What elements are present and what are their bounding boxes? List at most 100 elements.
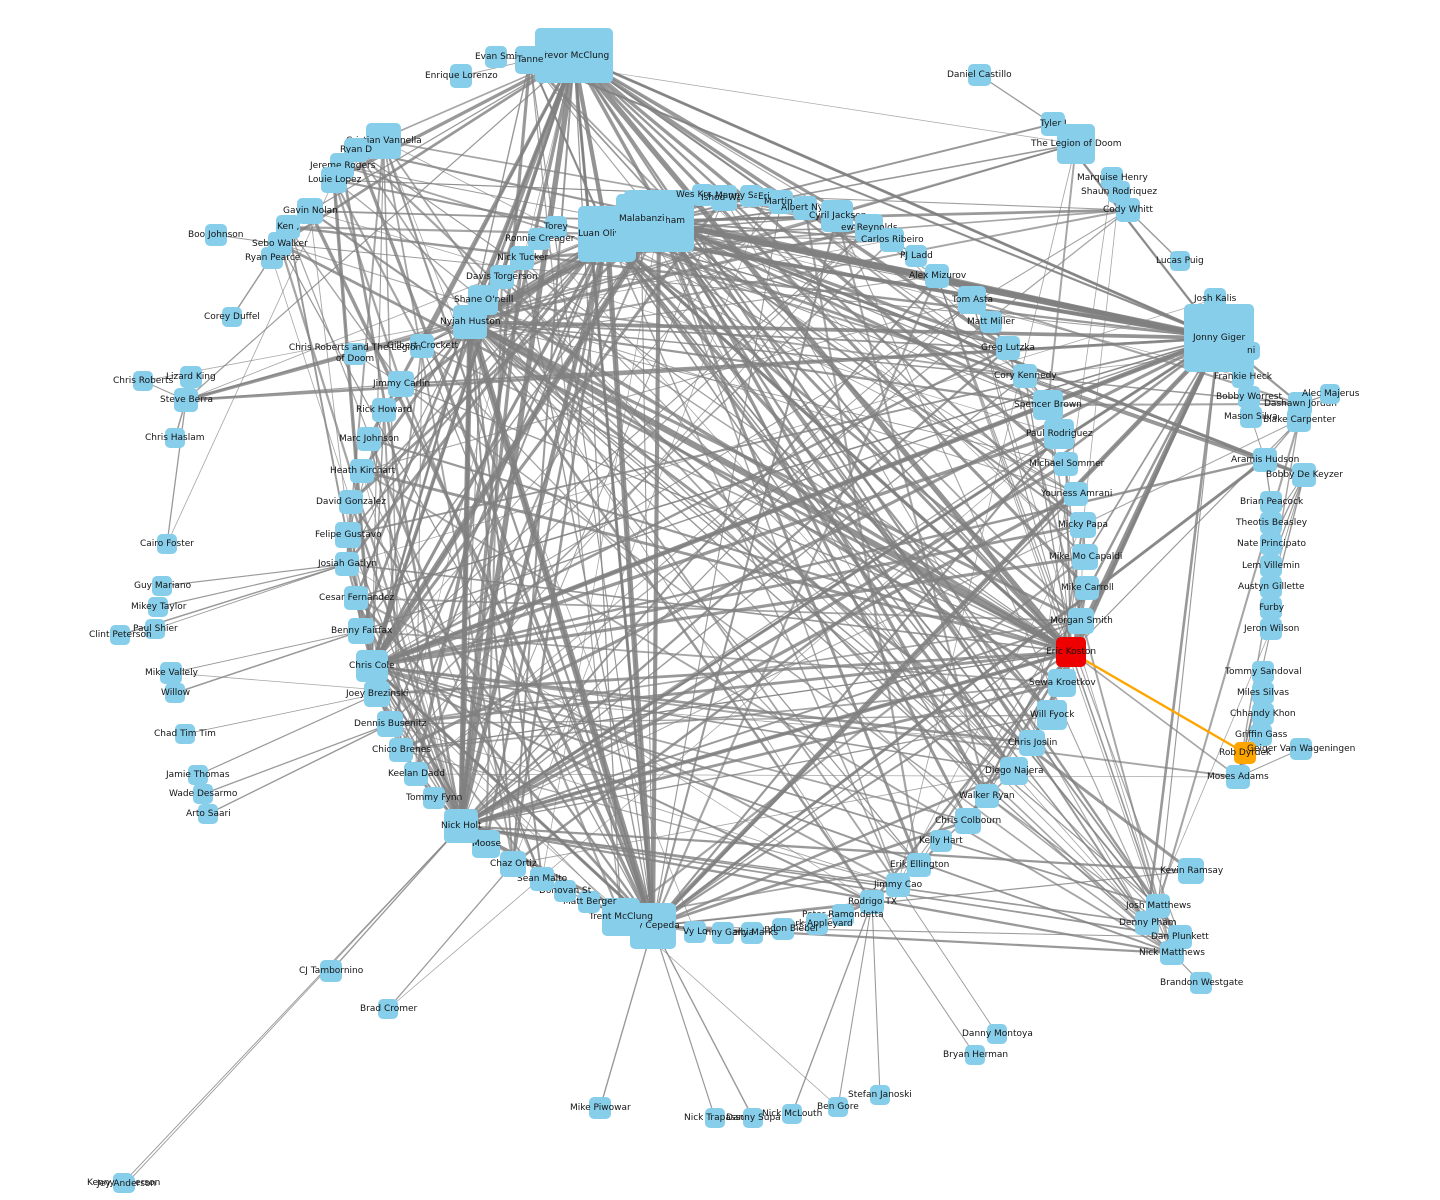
graph-node[interactable] <box>261 247 283 269</box>
graph-node[interactable] <box>1252 682 1274 704</box>
graph-node[interactable] <box>175 724 195 744</box>
graph-node[interactable] <box>711 185 737 211</box>
graph-node[interactable] <box>1054 452 1078 476</box>
graph-node[interactable] <box>1226 765 1250 789</box>
graph-node[interactable] <box>1292 463 1316 487</box>
graph-node[interactable] <box>965 1045 985 1065</box>
graph-node[interactable] <box>321 167 347 193</box>
graph-node[interactable] <box>578 891 600 913</box>
graph-node[interactable] <box>980 311 1002 333</box>
graph-node[interactable] <box>955 808 981 834</box>
graph-node[interactable] <box>366 123 401 159</box>
graph-node[interactable] <box>453 305 487 339</box>
graph-node[interactable] <box>1048 669 1076 697</box>
graph-node[interactable] <box>339 490 363 514</box>
graph-node[interactable] <box>450 64 472 88</box>
graph-node[interactable] <box>554 880 576 902</box>
graph-node[interactable] <box>616 194 666 244</box>
graph-node[interactable] <box>1290 738 1312 760</box>
graph-node[interactable] <box>350 459 374 483</box>
graph-node[interactable] <box>1037 700 1067 730</box>
graph-node[interactable] <box>1260 512 1282 534</box>
graph-node[interactable] <box>1320 384 1340 404</box>
graph-node[interactable] <box>930 830 952 852</box>
graph-node[interactable] <box>528 228 550 250</box>
graph-node[interactable] <box>1238 386 1260 408</box>
graph-node[interactable] <box>1260 576 1282 598</box>
graph-node[interactable] <box>886 873 910 897</box>
graph-node[interactable] <box>602 898 640 936</box>
graph-node[interactable] <box>389 738 413 762</box>
graph-node[interactable] <box>996 336 1020 360</box>
graph-node[interactable] <box>684 921 706 943</box>
graph-node[interactable] <box>870 1085 890 1105</box>
graph-node[interactable] <box>357 427 381 451</box>
graph-node[interactable] <box>958 286 986 314</box>
graph-node[interactable] <box>157 534 177 554</box>
graph-node[interactable] <box>905 245 927 267</box>
graph-node[interactable] <box>1013 364 1037 388</box>
graph-node[interactable] <box>160 662 182 684</box>
graph-node[interactable] <box>1190 972 1212 994</box>
graph-node[interactable] <box>1075 576 1099 600</box>
graph-node[interactable] <box>769 190 793 214</box>
graph-node[interactable] <box>180 366 202 388</box>
graph-node[interactable] <box>925 264 949 288</box>
graph-node[interactable] <box>1057 124 1095 164</box>
graph-node[interactable] <box>148 597 168 617</box>
graph-node[interactable] <box>1116 198 1140 222</box>
graph-node[interactable] <box>193 784 213 804</box>
graph-node[interactable] <box>975 784 999 808</box>
graph-node[interactable] <box>515 46 545 74</box>
graph-node[interactable] <box>545 216 567 238</box>
graph-node[interactable] <box>1170 251 1190 271</box>
graph-node[interactable] <box>372 398 396 422</box>
graph-node[interactable] <box>821 200 853 232</box>
graph-node[interactable] <box>348 618 374 644</box>
graph-node[interactable] <box>987 1024 1007 1044</box>
graph-node[interactable] <box>1287 408 1311 432</box>
graph-node[interactable] <box>741 922 763 944</box>
graph-node[interactable] <box>880 228 904 252</box>
graph-node[interactable] <box>404 762 428 786</box>
graph-node[interactable] <box>174 388 198 412</box>
graph-node[interactable] <box>145 619 165 639</box>
graph-node[interactable] <box>344 343 366 365</box>
graph-node[interactable] <box>1070 512 1096 538</box>
graph-node[interactable] <box>222 307 242 327</box>
graph-node[interactable] <box>198 804 218 824</box>
graph-node[interactable] <box>1056 637 1086 667</box>
graph-node[interactable] <box>1252 661 1274 683</box>
graph-node[interactable] <box>110 625 130 645</box>
graph-node[interactable] <box>1260 555 1282 577</box>
graph-node[interactable] <box>1108 181 1130 203</box>
graph-node[interactable] <box>832 904 854 926</box>
graph-node[interactable] <box>423 787 445 809</box>
graph-node[interactable] <box>1033 390 1063 420</box>
graph-node[interactable] <box>740 185 762 207</box>
graph-node[interactable] <box>410 334 434 358</box>
graph-node[interactable] <box>1135 911 1159 935</box>
graph-node[interactable] <box>364 681 390 707</box>
graph-node[interactable] <box>712 922 734 944</box>
graph-node[interactable] <box>968 64 991 86</box>
graph-node[interactable] <box>485 46 507 68</box>
graph-node[interactable] <box>589 1097 611 1119</box>
graph-node[interactable] <box>530 867 554 891</box>
graph-node[interactable] <box>133 371 153 391</box>
graph-node[interactable] <box>205 224 227 246</box>
graph-node[interactable] <box>388 371 414 397</box>
graph-node[interactable] <box>1184 304 1254 372</box>
graph-node[interactable] <box>356 650 388 682</box>
graph-node[interactable] <box>907 853 931 877</box>
graph-node[interactable] <box>705 1108 725 1128</box>
graph-node[interactable] <box>152 576 172 596</box>
graph-node[interactable] <box>377 711 403 737</box>
graph-node[interactable] <box>1252 703 1274 725</box>
graph-node[interactable] <box>165 683 185 703</box>
graph-node[interactable] <box>1019 730 1045 756</box>
graph-node[interactable] <box>335 552 359 576</box>
graph-node[interactable] <box>772 918 794 940</box>
